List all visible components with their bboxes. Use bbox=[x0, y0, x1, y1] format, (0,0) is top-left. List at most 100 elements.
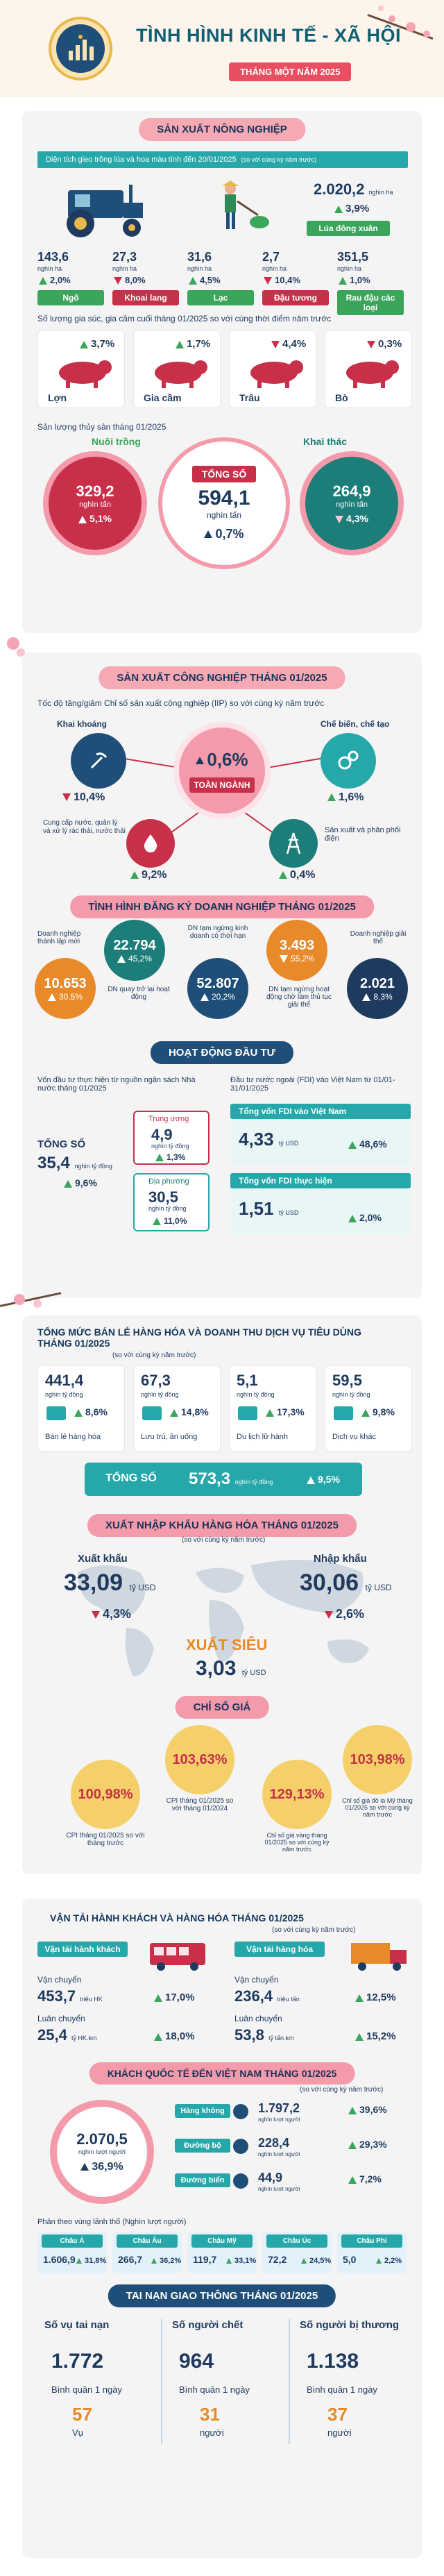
region-label: Châu Phi bbox=[341, 2234, 402, 2248]
biz-done-value: 2.021 bbox=[359, 975, 395, 991]
surplus-label: XUẤT SIÊU bbox=[186, 1636, 268, 1653]
invest-local-value: 30,5 bbox=[148, 1188, 178, 1206]
accident-avg-unit: người bbox=[327, 2427, 352, 2438]
fdi-real-value: 1,51 bbox=[239, 1198, 274, 1219]
region-caption: Phân theo vùng lãnh thổ (Nghìn lượt ngườ… bbox=[37, 2218, 187, 2226]
accident-avg-unit: Vụ bbox=[72, 2427, 83, 2438]
agriculture-title: SẢN XUẤT NÔNG NGHIỆP bbox=[139, 118, 305, 141]
month-badge: THÁNG MỘT NĂM 2025 bbox=[229, 62, 352, 81]
pass-move-change: 18,0% bbox=[154, 2030, 195, 2042]
retail-section: TỔNG MỨC BÁN LẺ HÀNG HÓA VÀ DOANH THU DỊ… bbox=[22, 1315, 422, 1874]
pass-carry-change-value: 17,0 bbox=[165, 1992, 186, 2003]
mode-change-value: 39,6 bbox=[359, 2104, 379, 2115]
tourism-total-unit: nghìn lượt người bbox=[78, 2148, 126, 2155]
logo bbox=[49, 17, 112, 81]
biz-new-label: Doanh nghiệp thành lập mới bbox=[37, 930, 81, 945]
area-bar-note: (so với cùng kỳ năm trước) bbox=[241, 156, 317, 163]
truck-icon bbox=[348, 1939, 411, 1973]
tourism-total-change: 36,9 bbox=[92, 2161, 114, 2173]
fish-farm-unit: nghìn tấn bbox=[79, 500, 111, 509]
livestock-label: Bò bbox=[335, 392, 348, 403]
usd-unit: % bbox=[392, 1751, 405, 1767]
cargo-move-unit: tỷ tấn.km bbox=[268, 2035, 294, 2042]
pig-icon bbox=[48, 355, 117, 389]
livestock-card: 4,4% Trâu bbox=[229, 330, 316, 408]
invest-local-unit: nghìn tỷ đồng bbox=[148, 1205, 187, 1212]
fdi-reg-change: 48,6 bbox=[359, 1138, 379, 1150]
car-icon bbox=[232, 2137, 250, 2155]
pass-carry-label: Vận chuyển bbox=[37, 1975, 82, 1985]
export: 33,09 tỷ USD bbox=[64, 1569, 156, 1597]
manuf-change: 1,6% bbox=[327, 791, 364, 804]
cpi-year-label: CPI tháng 01/2025 so với tháng 01/2024 bbox=[166, 1797, 234, 1812]
biz-suspend-label: DN tạm ngừng kinh doanh có thời hạn bbox=[187, 925, 248, 940]
water-label: Cung cấp nước, quản lý và xử lý rác thải… bbox=[43, 819, 126, 835]
cargo-move: 53,8 tỷ tấn.km bbox=[234, 2026, 293, 2044]
tourism-total-circle: 2.070,5 nghìn lượt người 36,9% bbox=[50, 2100, 154, 2204]
region-card: Châu Phi 5,0 2,2% bbox=[337, 2232, 407, 2273]
retail-change: 14,8% bbox=[170, 1406, 209, 1417]
transport-note: (so với cùng kỳ năm trước) bbox=[272, 1926, 356, 1934]
cargo-tag: Vận tải hàng hóa bbox=[234, 1942, 325, 1957]
cpi-year-unit: % bbox=[214, 1751, 228, 1767]
fdi-real: 1,51 tỷ USD bbox=[239, 1198, 298, 1220]
fish-total-label: TỔNG SỐ bbox=[191, 465, 257, 482]
invest-total: 35,4 nghìn tỷ đồng bbox=[37, 1154, 112, 1173]
retail-total-bar: TỔNG SỐ 573,3 nghìn tỷ đồng 9,5% bbox=[85, 1463, 362, 1496]
fdi-reg-unit: tỷ USD bbox=[278, 1140, 299, 1147]
crop-value: 27,3 bbox=[112, 250, 137, 264]
blossom-icon bbox=[388, 15, 395, 22]
mode-change: 7,2% bbox=[348, 2173, 382, 2184]
region-card: Châu Á 1.606,9 31,8% bbox=[37, 2232, 107, 2273]
biz-suspend-circle: 52.807 20,2% bbox=[187, 958, 248, 1019]
accident-avg-label: Bình quân 1 ngày bbox=[179, 2384, 250, 2395]
divider bbox=[289, 2319, 290, 2444]
accidents-title: TAI NẠN GIAO THÔNG THÁNG 01/2025 bbox=[108, 2284, 336, 2307]
tractor-icon bbox=[47, 178, 151, 240]
mining-label: Khai khoáng bbox=[57, 719, 108, 729]
buffalo-icon bbox=[239, 355, 309, 389]
airplane-icon bbox=[232, 2103, 250, 2121]
region-change: 33,1% bbox=[226, 2257, 256, 2265]
accident-label: Số người bị thương bbox=[300, 2319, 400, 2331]
manuf-value: 1,6 bbox=[339, 791, 355, 803]
biz-return-label: DN quay trở lại hoạt động bbox=[108, 986, 170, 1001]
blossom-icon bbox=[406, 22, 416, 32]
invest-central-unit: nghìn tỷ đồng bbox=[151, 1143, 189, 1150]
crop-label: Khoai lang bbox=[112, 290, 179, 305]
power-circle bbox=[269, 819, 318, 868]
livestock-label: Trâu bbox=[239, 392, 260, 403]
area-bar-text: Diện tích gieo trồng lúa và hoa màu tính… bbox=[46, 155, 237, 164]
blossom-icon bbox=[423, 31, 430, 37]
rice-number: 2.020,2 bbox=[314, 180, 365, 198]
pass-carry-unit: triệu HK bbox=[80, 1996, 103, 2003]
surplus-unit: tỷ USD bbox=[241, 1669, 266, 1677]
fdi-real-change: 2,0 bbox=[359, 1212, 373, 1223]
invest-central-change: 1,3 bbox=[166, 1152, 178, 1162]
crop-value-number: 143,6 bbox=[37, 250, 69, 264]
pass-move: 25,4 tỷ HK.km bbox=[37, 2026, 96, 2044]
biz-dissolve-value: 3.493 bbox=[279, 937, 315, 953]
gold-value: 129,13 bbox=[269, 1786, 312, 1802]
invest-local-change: 11,0 bbox=[164, 1216, 180, 1226]
travel-icon bbox=[235, 1402, 260, 1423]
cargo-move-change-value: 15,2 bbox=[366, 2030, 387, 2042]
world-map-icon bbox=[78, 1560, 369, 1676]
fish-farm-label: Nuôi trồng bbox=[92, 436, 141, 447]
up-arrow-icon bbox=[189, 277, 197, 285]
crop-change: 2,0% bbox=[39, 275, 71, 285]
pass-move-value: 25,4 bbox=[37, 2026, 67, 2044]
cargo-move-value: 53,8 bbox=[234, 2026, 264, 2044]
up-arrow-icon bbox=[301, 2258, 307, 2264]
retail-note: (so với cùng kỳ năm trước) bbox=[112, 1352, 196, 1359]
retail-value: 5,1 bbox=[237, 1372, 258, 1389]
invest-central-card: Trung ương 4,9 nghìn tỷ đồng 1,3% bbox=[133, 1111, 210, 1165]
region-change-value: 24,5 bbox=[309, 2257, 325, 2265]
mode-change-value: 29,3 bbox=[359, 2139, 379, 2150]
crop-label: Ngô bbox=[37, 290, 104, 305]
retail-total-label: TỔNG SỐ bbox=[105, 1472, 157, 1484]
pass-carry-value: 453,7 bbox=[37, 1987, 76, 2005]
retail-label: Bán lẻ hàng hóa bbox=[45, 1433, 101, 1441]
farmer-icon bbox=[210, 180, 272, 236]
invest-local-label: Địa phương bbox=[148, 1177, 189, 1186]
